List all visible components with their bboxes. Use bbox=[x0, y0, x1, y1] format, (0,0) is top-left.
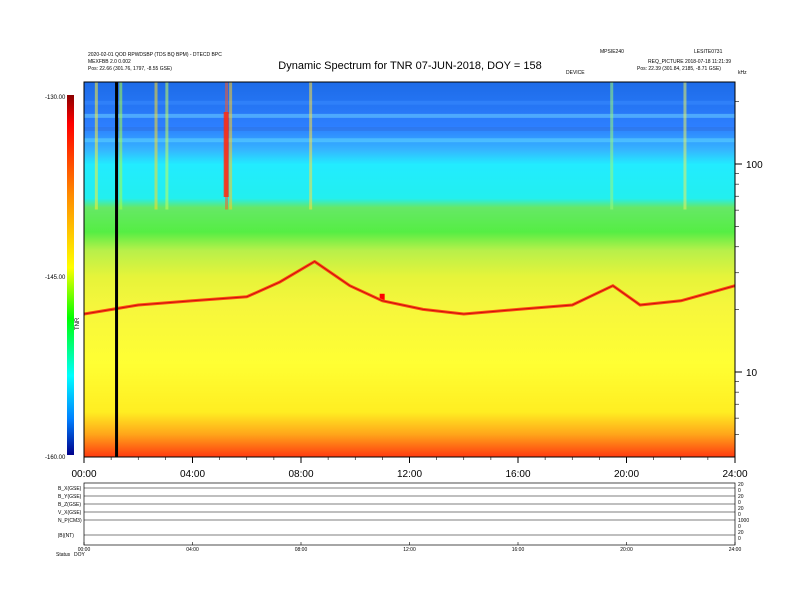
header-left-line3: Pos: 22.66 (301.76, 1797, -8.55 GSE) bbox=[88, 66, 172, 72]
x-tick-label: 24:00 bbox=[722, 469, 747, 480]
bottom-right-label: 20 bbox=[738, 506, 744, 512]
header-left-line1: 2020-02-01 QOD RPWDSBP (TDS BQ BPM) - DT… bbox=[88, 52, 222, 58]
x-tick-label: 12:00 bbox=[397, 469, 422, 480]
header-right-line2: REQ_PICTURE 2018-07-18 11:21:39 bbox=[648, 59, 731, 65]
colorbar-mid-label: -145.00 bbox=[45, 275, 66, 281]
colorbar-unit-label: TNR bbox=[75, 317, 81, 330]
header-right-line1: LESITE0731 bbox=[694, 49, 723, 55]
bottom-right-label: 1000 bbox=[738, 518, 749, 524]
spectral-band bbox=[84, 100, 735, 105]
y-tick-label: 10 bbox=[746, 368, 758, 379]
bottom-right-label: 0 bbox=[738, 536, 741, 542]
x-tick-label: 04:00 bbox=[180, 469, 205, 480]
chart-title: Dynamic Spectrum for TNR 07-JUN-2018, DO… bbox=[278, 60, 541, 72]
colorbar-max-label: -130.00 bbox=[45, 95, 66, 101]
bottom-right-label: 0 bbox=[738, 488, 741, 494]
spectral-band bbox=[84, 127, 735, 131]
bottom-row-label: V_X(GSE) bbox=[58, 510, 82, 516]
emission-streak bbox=[229, 82, 233, 210]
bottom-row-label: N_P(CM3) bbox=[58, 518, 82, 524]
header-right-line3: Pos: 22.39 (301.84, 2185, -8.71 GSE) bbox=[637, 66, 721, 72]
spectral-band bbox=[84, 138, 735, 143]
emission-streak bbox=[683, 82, 687, 210]
bottom-x-tick-label: 16:00 bbox=[512, 547, 525, 553]
bottom-row-label: |B|(NT) bbox=[58, 533, 74, 539]
y-axis: 100 10 bbox=[735, 101, 763, 435]
hot-spot bbox=[379, 293, 385, 301]
spectrogram-plot bbox=[84, 82, 735, 457]
emission-streak bbox=[309, 82, 313, 210]
bottom-row-label: B_X(GSE) bbox=[58, 486, 82, 492]
emission-streak bbox=[119, 82, 123, 210]
bottom-right-label: 20 bbox=[738, 482, 744, 488]
colorbar bbox=[67, 95, 74, 455]
bottom-x-tick-label: 12:00 bbox=[403, 547, 416, 553]
status-label: Status bbox=[56, 552, 71, 558]
bottom-panel-frame bbox=[83, 482, 736, 546]
x-tick-label: 00:00 bbox=[71, 469, 96, 480]
bottom-x-tick-label: 04:00 bbox=[186, 547, 199, 553]
bottom-x-tick-label: 00:00 bbox=[78, 547, 91, 553]
bottom-x-tick-label: 24:00 bbox=[729, 547, 742, 553]
x-axis: 00:00 04:00 08:00 12:00 16:00 20:00 24:00 bbox=[71, 457, 748, 480]
colorbar-min-label: -160.00 bbox=[45, 455, 66, 461]
bottom-right-label: 20 bbox=[738, 494, 744, 500]
emission-streak bbox=[154, 82, 158, 210]
x-tick-label: 20:00 bbox=[614, 469, 639, 480]
header-left-line2: MEXFBB 2.0 0.002 bbox=[88, 59, 131, 65]
header-center-right-mid: DEVICE bbox=[566, 70, 585, 76]
emission-streak bbox=[165, 82, 169, 210]
bottom-right-label: 20 bbox=[738, 530, 744, 536]
bottom-right-label: 0 bbox=[738, 524, 741, 530]
emission-streak bbox=[94, 82, 98, 210]
status-value: DOY bbox=[74, 552, 86, 558]
x-tick-label: 08:00 bbox=[288, 469, 313, 480]
bottom-right-label: 0 bbox=[738, 512, 741, 518]
y-axis-unit-label: kHz bbox=[738, 70, 747, 76]
bottom-right-label: 0 bbox=[738, 500, 741, 506]
spectral-band bbox=[84, 113, 735, 118]
bottom-x-tick-label: 08:00 bbox=[295, 547, 308, 553]
ridge-emission-core bbox=[84, 260, 735, 315]
header-center-right-top: MPSIE240 bbox=[600, 49, 624, 55]
emission-streak bbox=[610, 82, 614, 210]
bottom-row-label: B_Y(GSE) bbox=[58, 494, 82, 500]
burst-feature bbox=[223, 112, 229, 197]
y-tick-label: 100 bbox=[746, 160, 763, 171]
bottom-row-label: B_Z(GSE) bbox=[58, 502, 81, 508]
bottom-panel: B_X(GSE) B_Y(GSE) B_Z(GSE) V_X(GSE) N_P(CM3)… bbox=[58, 482, 749, 553]
bottom-x-tick-label: 20:00 bbox=[620, 547, 633, 553]
x-tick-label: 16:00 bbox=[505, 469, 530, 480]
spectrogram-background bbox=[84, 82, 735, 457]
